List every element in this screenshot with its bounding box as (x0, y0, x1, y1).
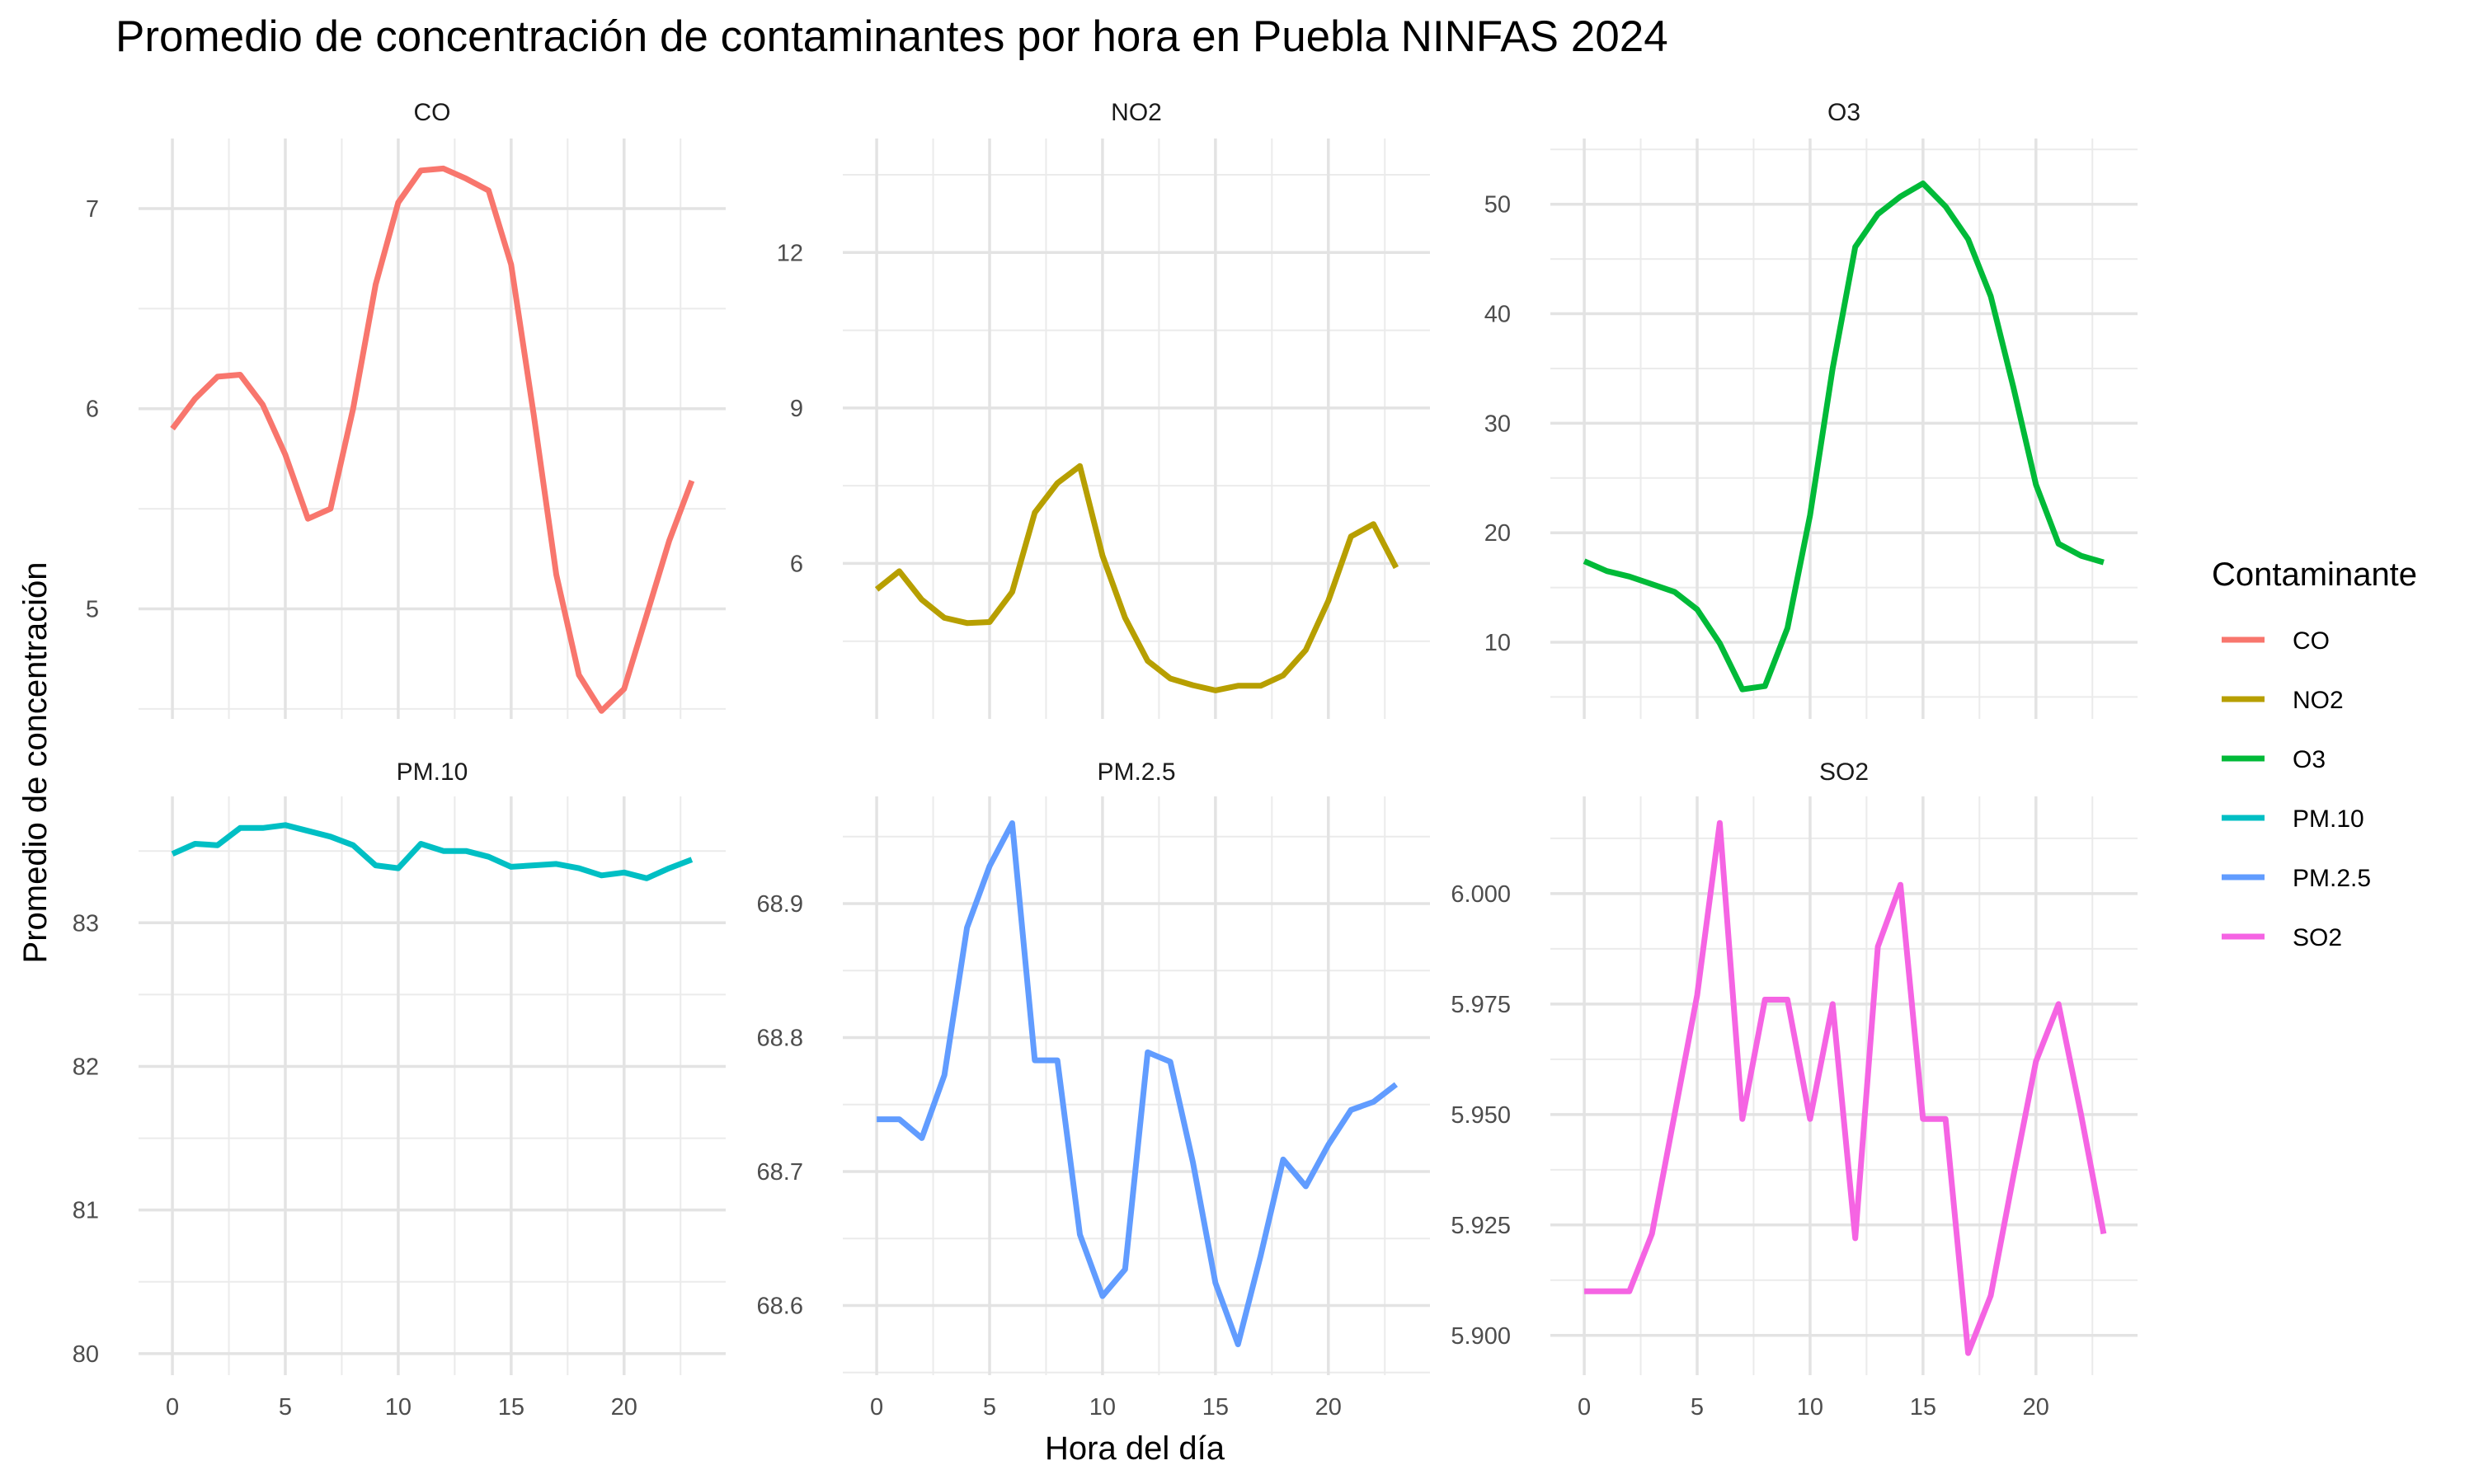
panel-co: 5 6 7 CO (86, 99, 726, 719)
chart-title: Promedio de concentración de contaminant… (115, 12, 1668, 61)
legend-label-o3: O3 (2293, 746, 2326, 773)
y-tick-label: 10 (1484, 630, 1511, 656)
series-line-pm-10 (171, 822, 694, 881)
y-tick-label: 82 (73, 1054, 99, 1080)
legend-label-co: CO (2293, 627, 2330, 655)
facet-label-co: CO (414, 99, 451, 126)
x-axis-title: Hora del día (1045, 1430, 1225, 1467)
facet-label-no2: NO2 (1111, 99, 1162, 126)
x-tick-label: 20 (2023, 1394, 2049, 1421)
y-tick-label: 50 (1484, 192, 1511, 218)
x-tick-label: 0 (1578, 1394, 1591, 1421)
series-line-no2 (874, 463, 1399, 693)
y-tick-label: 83 (73, 910, 99, 937)
y-tick-label: 5.925 (1451, 1213, 1511, 1239)
legend-label-pm-2-5: PM.2.5 (2293, 865, 2371, 892)
y-tick-label: 5.900 (1451, 1323, 1511, 1350)
x-tick-label: 10 (385, 1394, 412, 1421)
x-tick-label: 5 (983, 1394, 996, 1421)
y-tick-label: 68.7 (757, 1159, 803, 1186)
legend-label-pm-10: PM.10 (2293, 805, 2364, 833)
y-tick-label: 6.000 (1451, 881, 1511, 908)
legend-label-no2: NO2 (2293, 687, 2344, 714)
panel-pm-2-5: 68.6 68.7 68.8 68.9 0 5 10 15 20 PM.2.5 (757, 758, 1430, 1421)
x-tick-label: 15 (498, 1394, 524, 1421)
y-tick-label: 68.6 (757, 1294, 803, 1320)
y-tick-label: 20 (1484, 520, 1511, 547)
y-tick-label: 68.9 (757, 891, 803, 918)
y-tick-label: 80 (73, 1341, 99, 1368)
x-tick-label: 5 (279, 1394, 292, 1421)
y-tick-label: 6 (86, 397, 99, 423)
panel-o3: 10 20 30 40 50 O3 (1484, 99, 2138, 719)
y-tick-label: 9 (790, 396, 803, 422)
x-tick-label: 15 (1202, 1394, 1229, 1421)
x-tick-label: 0 (166, 1394, 179, 1421)
facet-label-so2: SO2 (1819, 758, 1869, 786)
x-tick-label: 10 (1089, 1394, 1116, 1421)
legend: Contaminante CO NO2 O3 PM.10 PM.2.5 SO2 (2212, 556, 2417, 951)
x-tick-label: 20 (1315, 1394, 1342, 1421)
series-line-o3 (1583, 181, 2105, 693)
y-tick-label: 5 (86, 596, 99, 622)
legend-title: Contaminante (2212, 556, 2417, 593)
x-tick-label: 15 (1910, 1394, 1936, 1421)
legend-label-so2: SO2 (2293, 924, 2342, 951)
y-tick-label: 12 (777, 240, 803, 266)
y-tick-label: 5.975 (1451, 992, 1511, 1018)
panel-so2: 5.900 5.925 5.950 5.975 6.000 0 5 10 15 20 SO2 (1451, 758, 2138, 1421)
y-tick-label: 5.950 (1451, 1102, 1511, 1129)
y-tick-label: 7 (86, 196, 99, 223)
series-line-co (170, 165, 695, 714)
y-tick-label: 30 (1484, 411, 1511, 437)
y-axis-title: Promedio de concentración (17, 562, 54, 964)
x-tick-label: 20 (611, 1394, 637, 1421)
facet-label-o3: O3 (1827, 99, 1860, 126)
y-tick-label: 81 (73, 1198, 99, 1224)
panel-pm-10: 80 81 82 83 0 5 10 15 20 PM.10 (73, 758, 726, 1421)
x-tick-label: 5 (1691, 1394, 1704, 1421)
y-tick-label: 68.8 (757, 1026, 803, 1052)
x-tick-label: 10 (1797, 1394, 1823, 1421)
series-line-so2 (1584, 819, 2107, 1356)
x-tick-label: 0 (870, 1394, 883, 1421)
panel-no2: 6 9 12 NO2 (777, 99, 1430, 719)
y-tick-label: 40 (1484, 302, 1511, 328)
y-tick-label: 6 (790, 551, 803, 577)
facet-label-pm-10: PM.10 (397, 758, 468, 786)
series-line-pm-2-5 (877, 820, 1399, 1348)
facet-label-pm-2-5: PM.2.5 (1097, 758, 1175, 786)
